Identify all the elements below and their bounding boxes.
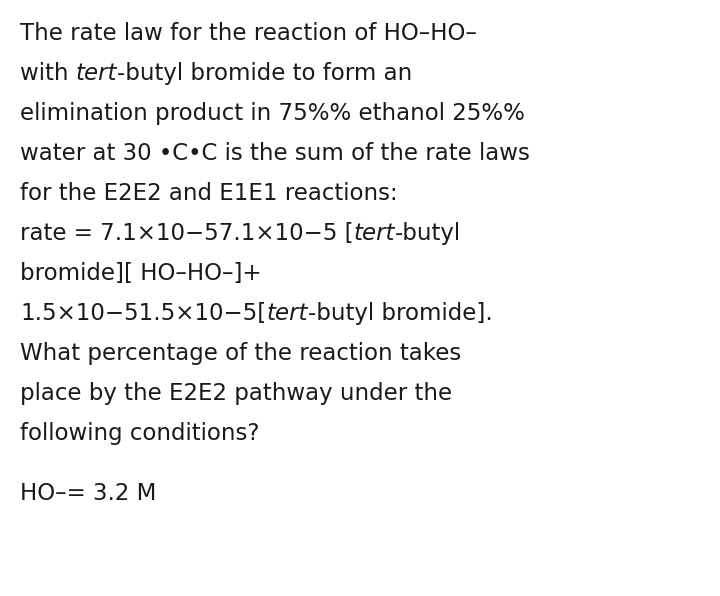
Text: 1.5×10−51.5×10−5[: 1.5×10−51.5×10−5[ xyxy=(20,302,266,325)
Text: water at 30 •C•C is the sum of the rate laws: water at 30 •C•C is the sum of the rate … xyxy=(20,142,530,165)
Text: with: with xyxy=(20,62,76,85)
Text: rate = 7.1×10−57.1×10−5 [: rate = 7.1×10−57.1×10−5 [ xyxy=(20,222,354,245)
Text: elimination product in 75%% ethanol 25%%: elimination product in 75%% ethanol 25%% xyxy=(20,102,525,125)
Text: -butyl bromide to form an: -butyl bromide to form an xyxy=(117,62,413,85)
Text: tert: tert xyxy=(266,302,307,325)
Text: What percentage of the reaction takes: What percentage of the reaction takes xyxy=(20,342,462,365)
Text: following conditions?: following conditions? xyxy=(20,422,259,445)
Text: bromide][ HO–HO–]+: bromide][ HO–HO–]+ xyxy=(20,262,261,285)
Text: place by the E2E2 pathway under the: place by the E2E2 pathway under the xyxy=(20,382,452,405)
Text: for the E2E2 and E1E1 reactions:: for the E2E2 and E1E1 reactions: xyxy=(20,182,397,205)
Text: -butyl: -butyl xyxy=(395,222,462,245)
Text: tert: tert xyxy=(354,222,395,245)
Text: HO–= 3.2 M: HO–= 3.2 M xyxy=(20,482,156,505)
Text: -butyl bromide].: -butyl bromide]. xyxy=(307,302,492,325)
Text: The rate law for the reaction of HO–HO–: The rate law for the reaction of HO–HO– xyxy=(20,22,477,45)
Text: tert: tert xyxy=(76,62,117,85)
